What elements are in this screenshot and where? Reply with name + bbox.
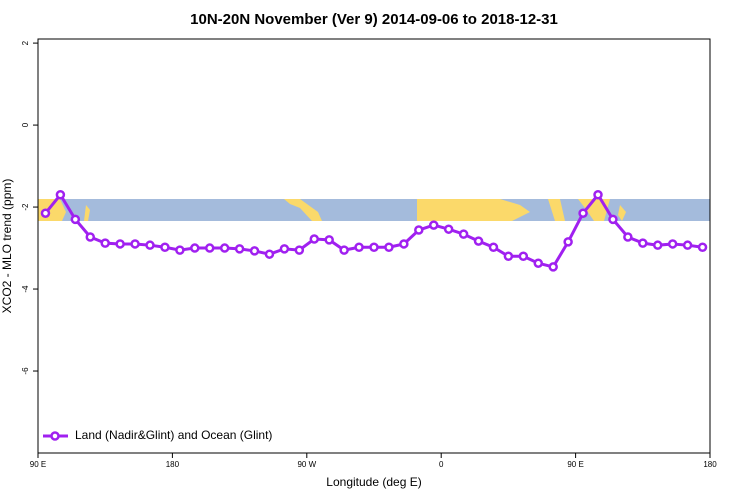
data-point: [533, 258, 544, 268]
data-point: [100, 238, 110, 248]
data-point: [548, 262, 558, 272]
data-point: [264, 249, 275, 259]
data-point: [414, 225, 424, 235]
y-tick-label: -2: [21, 203, 30, 211]
map-strip: [38, 199, 710, 221]
data-point: [70, 214, 81, 225]
data-point: [219, 243, 230, 253]
data-point: [399, 239, 409, 249]
x-tick-label: 90 E: [567, 460, 583, 469]
legend-label: Land (Nadir&Glint) and Ocean (Glint): [75, 428, 272, 442]
plot-frame: [37, 38, 711, 454]
data-point: [503, 251, 514, 261]
y-tick-label: 0: [21, 122, 30, 127]
data-point: [518, 251, 529, 261]
data-point: [667, 239, 678, 249]
data-point: [458, 229, 469, 239]
data-point: [593, 190, 603, 200]
x-tick-label: 90 W: [297, 460, 316, 469]
data-point: [175, 245, 185, 255]
data-point: [234, 244, 245, 254]
x-tick-label: 90 E: [30, 460, 46, 469]
y-tick-label: -6: [21, 367, 30, 375]
data-point: [204, 243, 215, 253]
x-tick-label: 180: [166, 460, 180, 469]
y-tick-label: -4: [21, 285, 30, 293]
data-point: [339, 245, 349, 255]
data-point: [638, 238, 648, 248]
data-point: [55, 190, 66, 200]
data-point: [623, 232, 633, 242]
data-point: [85, 232, 96, 242]
data-point: [652, 240, 663, 250]
data-point: [682, 240, 693, 250]
data-point: [354, 242, 364, 252]
data-point: [40, 208, 51, 218]
data-point: [115, 239, 125, 249]
x-tick-label: 180: [703, 460, 717, 469]
x-axis-label: Longitude (deg E): [326, 475, 421, 489]
data-point: [369, 242, 379, 252]
data-point: [249, 246, 260, 256]
data-point: [473, 236, 484, 246]
chart-title: 10N-20N November (Ver 9) 2014-09-06 to 2…: [190, 11, 558, 28]
data-point: [294, 245, 305, 255]
data-point: [578, 208, 588, 218]
x-tick-label: 0: [439, 460, 444, 469]
data-point: [488, 242, 499, 252]
data-point: [443, 224, 454, 234]
data-point: [563, 237, 573, 247]
data-point: [190, 243, 200, 253]
data-point: [324, 235, 334, 245]
data-point: [384, 242, 394, 252]
data-point: [160, 242, 170, 252]
data-point: [428, 220, 439, 230]
data-point: [130, 239, 140, 249]
data-point: [279, 244, 290, 254]
data-point: [309, 234, 320, 244]
y-axis-label: XCO2 - MLO trend (ppm): [0, 179, 14, 314]
y-tick-label: 2: [21, 40, 30, 45]
data-point: [145, 240, 155, 250]
legend-marker: [50, 431, 60, 441]
data-point: [608, 214, 618, 225]
data-point: [697, 242, 708, 252]
